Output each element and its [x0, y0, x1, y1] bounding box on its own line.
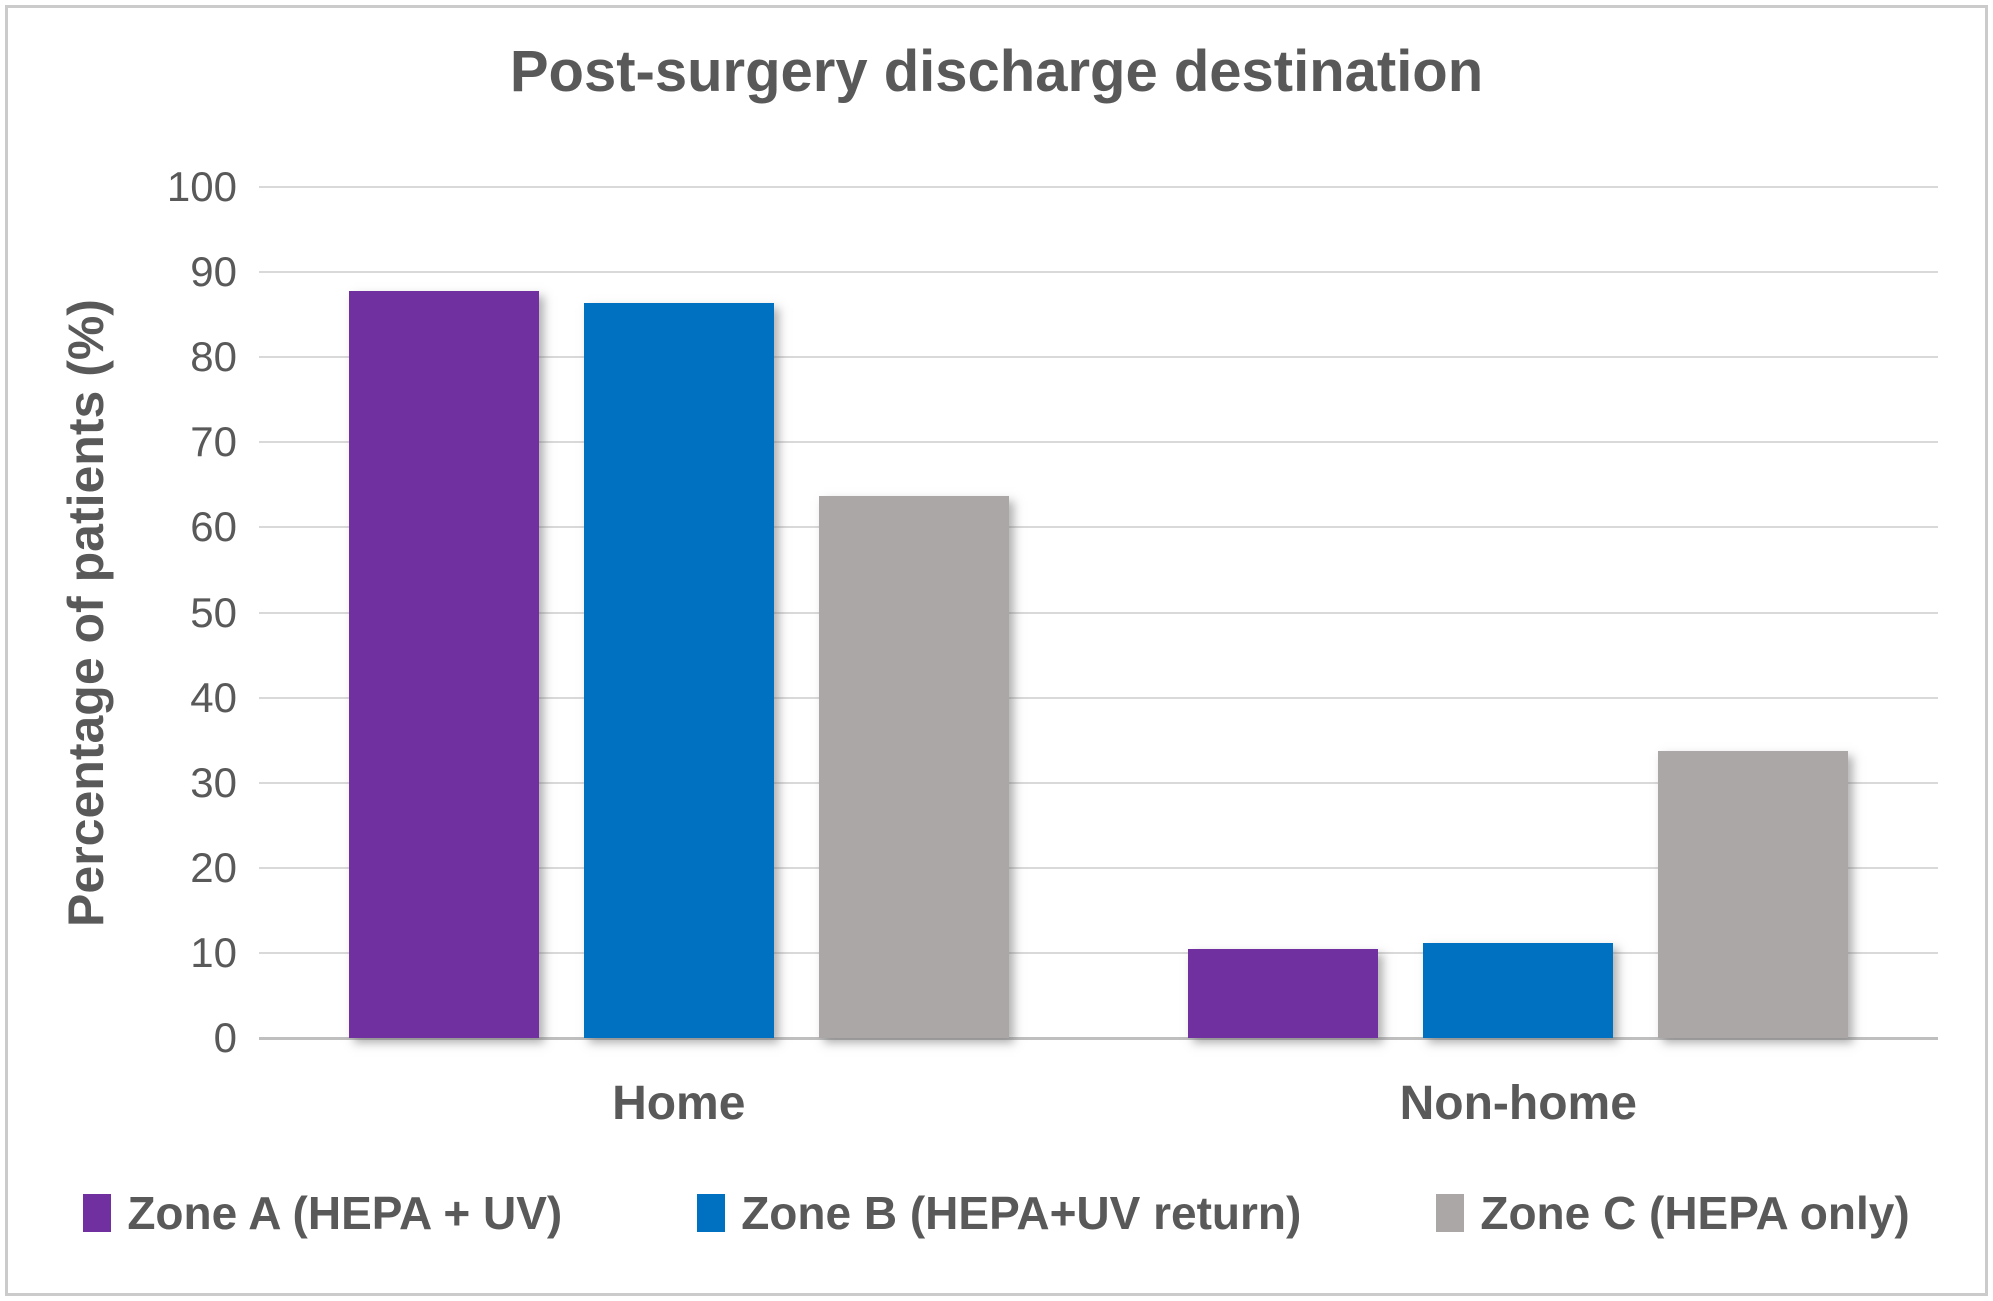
bar-home-series-3 — [818, 495, 1009, 1038]
legend-item: Zone B (HEPA+UV return) — [697, 1186, 1301, 1240]
legend-swatch-icon — [697, 1194, 726, 1232]
y-tick-label: 10 — [190, 928, 237, 976]
y-tick-label: 100 — [166, 163, 237, 210]
bar-home-series-2 — [583, 302, 774, 1038]
y-tick-label: 80 — [190, 333, 237, 381]
gridline — [259, 611, 1938, 614]
gridline — [259, 271, 1938, 274]
y-tick-label: 40 — [190, 673, 237, 721]
y-tick-label: 20 — [190, 843, 237, 891]
legend: Zone A (HEPA + UV) Zone B (HEPA+UV return… — [8, 1186, 1985, 1240]
gridline — [259, 356, 1938, 359]
gridline — [259, 526, 1938, 529]
legend-label: Zone B (HEPA+UV return) — [741, 1187, 1302, 1239]
gridline — [259, 696, 1938, 699]
legend-item: Zone A (HEPA + UV) — [83, 1186, 562, 1240]
y-tick-label: 90 — [190, 248, 237, 296]
gridline — [259, 186, 1938, 188]
legend-label: Zone A (HEPA + UV) — [127, 1187, 563, 1239]
legend-swatch-icon — [83, 1194, 112, 1232]
y-tick-label: 30 — [190, 758, 237, 806]
x-axis-line — [259, 1037, 1938, 1040]
plot-area: 0 10 20 30 40 50 60 70 80 90 100 — [167, 164, 1938, 1061]
bar-non-home-series-2 — [1423, 942, 1614, 1038]
y-tick-label: 60 — [190, 503, 237, 551]
gridline — [259, 441, 1938, 444]
gridline — [259, 866, 1938, 869]
y-tick-label: 70 — [190, 418, 237, 466]
bar-home-series-1 — [348, 290, 539, 1038]
chart-canvas: Post-surgery discharge destination Perce… — [5, 5, 1988, 1296]
legend-item: Zone C (HEPA only) — [1436, 1186, 1910, 1240]
x-category-label: Home — [612, 1077, 746, 1130]
y-tick-label: 50 — [190, 588, 237, 636]
bar-non-home-series-3 — [1658, 751, 1849, 1038]
y-tick-label: 0 — [213, 1014, 237, 1061]
bar-non-home-series-1 — [1188, 948, 1379, 1038]
x-category-label: Non-home — [1399, 1077, 1637, 1130]
chart-title: Post-surgery discharge destination — [509, 39, 1484, 104]
gridline — [259, 781, 1938, 784]
gridline — [259, 951, 1938, 954]
legend-swatch-icon — [1436, 1194, 1465, 1232]
legend-label: Zone C (HEPA only) — [1480, 1187, 1910, 1239]
